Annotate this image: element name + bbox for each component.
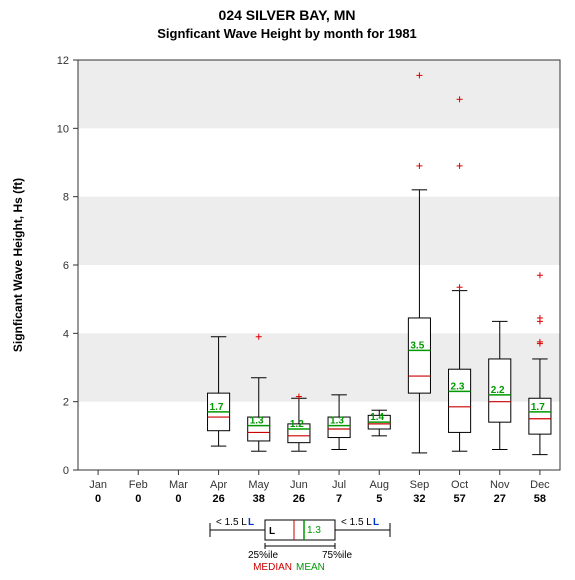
legend-L: L (269, 526, 275, 537)
count-label: 0 (175, 493, 181, 505)
mean-value: 1.2 (290, 419, 304, 430)
mean-value: 1.4 (370, 412, 384, 423)
title-line-2: Signficant Wave Height by month for 1981 (157, 26, 417, 41)
count-label: 26 (293, 493, 305, 505)
legend-mean-label: MEAN (296, 562, 325, 573)
box (408, 318, 430, 393)
grid-band (78, 60, 560, 128)
legend-whisker-left: < 1.5 L (216, 517, 247, 528)
mean-value: 3.5 (410, 340, 424, 351)
legend-whisker-right: < 1.5 L (341, 517, 372, 528)
mean-value: 1.7 (210, 402, 224, 413)
month-label: Mar (169, 479, 188, 491)
y-tick-label: 2 (63, 397, 69, 409)
count-label: 32 (413, 493, 425, 505)
count-label: 5 (376, 493, 382, 505)
mean-value: 1.3 (250, 416, 264, 427)
count-label: 57 (453, 493, 465, 505)
y-tick-label: 12 (57, 55, 69, 67)
y-tick-label: 4 (63, 328, 69, 340)
chart-container: 024 SILVER BAY, MN Signficant Wave Height… (0, 0, 575, 580)
legend-box (265, 520, 335, 540)
mean-value: 2.3 (451, 381, 465, 392)
month-label: Oct (451, 479, 468, 491)
y-axis-label: Signficant Wave Height, Hs (ft) (11, 178, 25, 352)
count-label: 58 (534, 493, 546, 505)
month-label: Apr (210, 479, 227, 491)
count-label: 38 (253, 493, 265, 505)
legend-L-right: L (373, 517, 379, 528)
month-label: Jan (89, 479, 107, 491)
month-label: Dec (530, 479, 550, 491)
legend-q1: 25%ile (248, 550, 278, 561)
title-line-1: 024 SILVER BAY, MN (219, 7, 356, 23)
legend-q3: 75%ile (322, 550, 352, 561)
legend-mean-val: 1.3 (307, 525, 321, 536)
box (449, 369, 471, 432)
count-label: 0 (95, 493, 101, 505)
month-label: Aug (369, 479, 389, 491)
legend-L-left: L (248, 517, 254, 528)
mean-value: 1.7 (531, 402, 545, 413)
legend-median-label: MEDIAN (253, 562, 292, 573)
y-tick-label: 8 (63, 192, 69, 204)
boxplot-svg: 024 SILVER BAY, MN Signficant Wave Height… (0, 0, 575, 580)
mean-value: 2.2 (491, 385, 505, 396)
count-label: 27 (494, 493, 506, 505)
month-label: May (248, 479, 269, 491)
month-label: Jul (332, 479, 346, 491)
y-tick-label: 0 (63, 465, 69, 477)
y-tick-label: 10 (57, 123, 69, 135)
count-label: 26 (212, 493, 224, 505)
month-label: Nov (490, 479, 510, 491)
count-label: 0 (135, 493, 141, 505)
month-label: Jun (290, 479, 308, 491)
grid-band (78, 197, 560, 265)
y-tick-label: 6 (63, 260, 69, 272)
mean-value: 1.3 (330, 416, 344, 427)
count-label: 7 (336, 493, 342, 505)
grid-band (78, 333, 560, 401)
month-label: Sep (410, 479, 430, 491)
month-label: Feb (129, 479, 148, 491)
